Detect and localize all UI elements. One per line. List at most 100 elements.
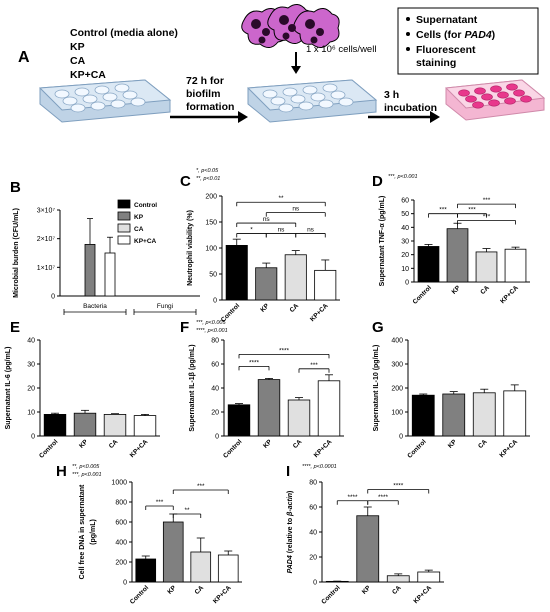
condition-kp: KP	[70, 41, 85, 53]
panel-g-x-tick-label: KP	[447, 438, 459, 450]
panel-g-y-tick-label: 0	[399, 434, 403, 441]
panel-h-y-tick-label: 600	[115, 520, 127, 527]
panel-c-x-tick-label: KP	[259, 302, 271, 314]
panel-d-x-tick-label: Control	[412, 284, 433, 305]
panel-i-sig-label: ****	[378, 494, 389, 501]
panel-d-sig-label: ***	[483, 197, 491, 204]
panel-d-y-tick-label: 0	[405, 280, 409, 287]
panel-f-pvalue-note: ****, p<0.001	[196, 328, 228, 334]
panel-i-label: I	[286, 463, 290, 480]
panel-c-sig-label: ns	[263, 216, 271, 223]
condition-ca: CA	[70, 55, 86, 67]
panel-f-x-tick-label: Control	[222, 438, 243, 459]
panel-d-x-tick-label: CA	[479, 284, 491, 296]
panel-h-sig-label: ***	[156, 499, 164, 506]
panel-f-label: F	[180, 319, 189, 336]
panel-f-bar	[287, 399, 311, 437]
output-4: staining	[416, 57, 456, 69]
panel-b-legend-label: Control	[134, 202, 157, 209]
panel-e-label: E	[10, 319, 20, 336]
panel-g-y-tick-label: 400	[391, 338, 403, 345]
panel-c-x-tick-label: CA	[289, 302, 301, 314]
panel-f-y-tick-label: 0	[215, 434, 219, 441]
condition-kpca: KP+CA	[70, 69, 106, 81]
panel-g-bar	[442, 393, 466, 437]
panel-d-bar	[504, 248, 527, 283]
panel-h-bar	[190, 551, 212, 583]
panel-i-y-axis-label-part: β-actin	[287, 493, 294, 517]
panel-i-bar	[356, 515, 380, 583]
step2-line-1: 3 h	[384, 89, 399, 101]
panel-f-y-tick-label: 20	[211, 410, 219, 417]
panel-i-y-tick-label: 40	[309, 530, 317, 537]
panel-c-x-tick-label: KP+CA	[309, 302, 330, 323]
panel-g-x-tick-label: KP+CA	[499, 438, 520, 459]
panel-b-legend-swatch	[117, 223, 131, 233]
panel-c-bar	[225, 244, 248, 301]
panel-e-bar	[133, 415, 157, 437]
condition-list: Control (media alone) KP CA KP+CA	[70, 27, 178, 81]
panel-c-pvalue-note: *, p<0.05	[196, 168, 219, 174]
panel-d-bar	[475, 251, 498, 283]
panel-f-y-axis-label: Supernatant IL-1β (pg/mL)	[189, 344, 196, 431]
panel-c-sig-label: ns	[278, 226, 286, 233]
panel-d-x-tick-label: KP+CA	[499, 284, 520, 305]
panel-b-bar	[104, 252, 116, 297]
panel-h-y-tick-label: 0	[123, 580, 127, 587]
panel-h-sig-label: **	[184, 507, 190, 514]
panel-c-y-tick-label: 0	[213, 298, 217, 305]
panel-f-x-tick-label: KP	[262, 438, 274, 450]
output-1: Supernatant	[416, 14, 478, 26]
panel-d-x-tick-label: KP	[451, 284, 463, 296]
panel-h-pvalue-note: **, p<0.005	[72, 464, 100, 470]
panel-i-y-tick-label: 80	[309, 480, 317, 487]
panel-g-bar	[472, 392, 496, 437]
panel-f-pvalue-note: ***, p<0.005	[196, 320, 226, 326]
panel-e-y-axis-label: Supernatant IL-6 (pg/mL)	[5, 347, 12, 430]
panel-i-y-axis-label-part: (relative to	[287, 516, 294, 555]
panel-f-y-tick-label: 60	[211, 362, 219, 369]
panel-b-legend-label: KP	[134, 214, 144, 221]
panel-g-y-tick-label: 100	[391, 410, 403, 417]
arrow-down	[291, 52, 301, 74]
panel-h-y-tick-label: 1000	[111, 480, 127, 487]
panel-h-y-tick-label: 800	[115, 500, 127, 507]
panel-g-x-tick-label: CA	[477, 438, 489, 450]
panel-i-y-axis-label: PAD4 (relative to β-actin)	[287, 491, 294, 574]
panel-b-label: B	[10, 179, 21, 196]
panel-c-bar	[255, 267, 278, 301]
panel-d-sig-label: ***	[468, 207, 476, 214]
panel-d-sig-label: ***	[439, 207, 447, 214]
panel-c-sig-label: *	[250, 226, 253, 233]
panel-e-y-tick-label: 20	[27, 386, 35, 393]
panel-b-y-tick-label: 2×10⁷	[37, 236, 56, 243]
panel-i-y-tick-label: 60	[309, 505, 317, 512]
panel-b-legend-swatch	[117, 235, 131, 245]
panel-d-y-tick-label: 50	[401, 211, 409, 218]
arrow-1	[170, 111, 248, 123]
panel-i-y-tick-label: 20	[309, 555, 317, 562]
panel-d-pvalue-note: ***, p<0.001	[388, 174, 418, 180]
panel-h-bar	[217, 554, 239, 583]
panel-c-pvalue-note: **, p<0.01	[196, 176, 220, 182]
panel-g-y-tick-label: 200	[391, 386, 403, 393]
panel-f-sig-label: ****	[249, 359, 260, 366]
panel-f-sig-label: ***	[310, 362, 318, 369]
panel-i-x-tick-label: KP	[361, 584, 373, 596]
panel-f-bar	[227, 404, 251, 437]
panel-h-x-tick-label: Control	[129, 584, 150, 605]
panel-e-bar	[73, 412, 97, 437]
panel-h-x-tick-label: KP	[166, 584, 178, 596]
panel-i-x-tick-label: KP+CA	[413, 584, 434, 605]
output-2: Cells (for PAD4)	[416, 29, 495, 41]
panel-i-bar	[417, 571, 441, 583]
panel-i-pvalue-note: ****, p<0.0001	[302, 464, 337, 470]
panel-c-bar	[284, 254, 307, 301]
panel-e-x-tick-label: KP	[78, 438, 90, 450]
panel-b-legend-swatch	[117, 211, 131, 221]
panel-h-pvalue-note: ***, p<0.001	[72, 472, 102, 478]
panel-h-y-axis-label: Cell free DNA in supernatant	[79, 484, 86, 579]
panel-c-y-tick-label: 200	[205, 194, 217, 201]
condition-control: Control (media alone)	[70, 27, 178, 39]
panel-d-bar	[417, 246, 440, 283]
